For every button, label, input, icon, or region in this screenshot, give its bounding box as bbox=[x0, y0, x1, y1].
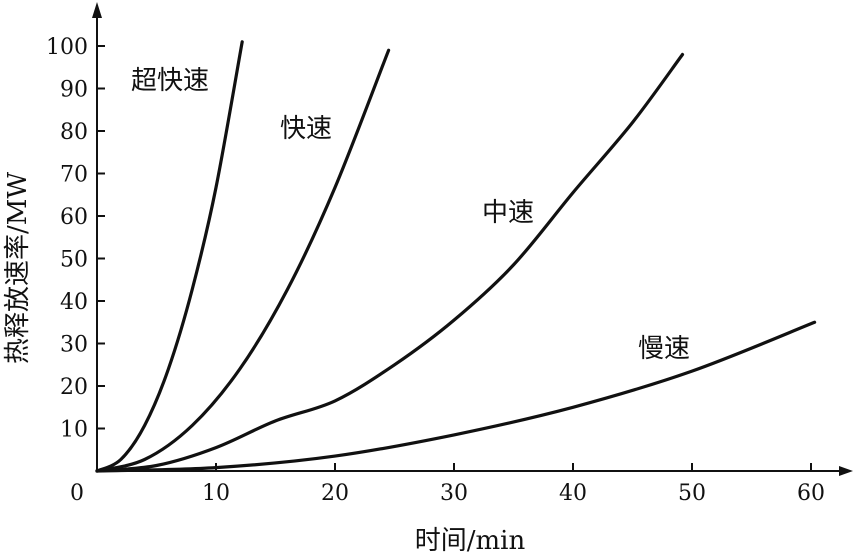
y-tick-label: 40 bbox=[60, 290, 88, 315]
slow-label: 慢速 bbox=[638, 334, 690, 364]
fast-label: 快速 bbox=[280, 114, 332, 144]
slow-curve bbox=[95, 320, 817, 473]
x-axis: 10 20 30 40 50 60 bbox=[97, 463, 853, 506]
x-axis-title: 时间/min bbox=[415, 526, 526, 556]
ultra-fast-curve bbox=[95, 40, 244, 473]
x-axis-arrow bbox=[839, 466, 853, 476]
y-tick-label: 90 bbox=[60, 78, 88, 103]
x-tick-label: 20 bbox=[321, 481, 349, 506]
x-tick-label: 30 bbox=[440, 481, 468, 506]
x-tick-label: 10 bbox=[202, 481, 230, 506]
x-tick-label: 50 bbox=[678, 481, 706, 506]
y-tick-label: 10 bbox=[60, 418, 88, 443]
medium-curve bbox=[95, 52, 685, 473]
x-tick-label: 40 bbox=[559, 481, 587, 506]
fast-curve bbox=[95, 48, 391, 473]
medium-label: 中速 bbox=[482, 198, 534, 228]
y-tick-label: 100 bbox=[46, 35, 88, 60]
x-tick-label: 60 bbox=[797, 481, 825, 506]
y-axis-title: 热释放速率/MW bbox=[3, 172, 33, 364]
y-tick-label: 80 bbox=[60, 120, 88, 145]
y-tick-label: 30 bbox=[60, 333, 88, 358]
y-tick-label: 60 bbox=[60, 205, 88, 230]
y-axis: 10 20 30 40 50 60 70 80 90 100 bbox=[46, 2, 105, 471]
origin-label: 0 bbox=[70, 481, 84, 506]
y-tick-label: 70 bbox=[60, 163, 88, 188]
y-axis-arrow bbox=[92, 2, 102, 18]
ultra-fast-label: 超快速 bbox=[131, 66, 209, 96]
y-tick-label: 20 bbox=[60, 375, 88, 400]
y-tick-label: 50 bbox=[60, 248, 88, 273]
